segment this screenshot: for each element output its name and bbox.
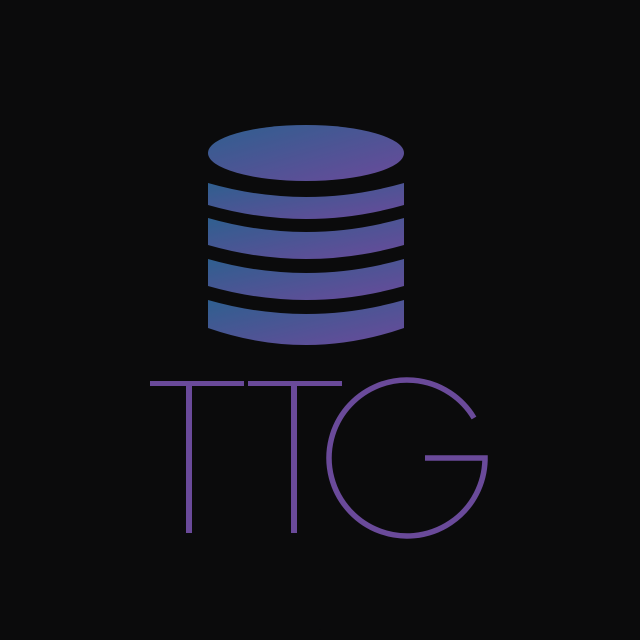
database-icon — [208, 125, 404, 345]
wordmark-text: TTG — [319, 629, 321, 631]
wordmark-letter-t2 — [248, 381, 342, 533]
wordmark-letter-t1 — [150, 381, 244, 533]
wordmark-letter-g — [326, 377, 488, 539]
wordmark: TTG — [150, 377, 488, 631]
